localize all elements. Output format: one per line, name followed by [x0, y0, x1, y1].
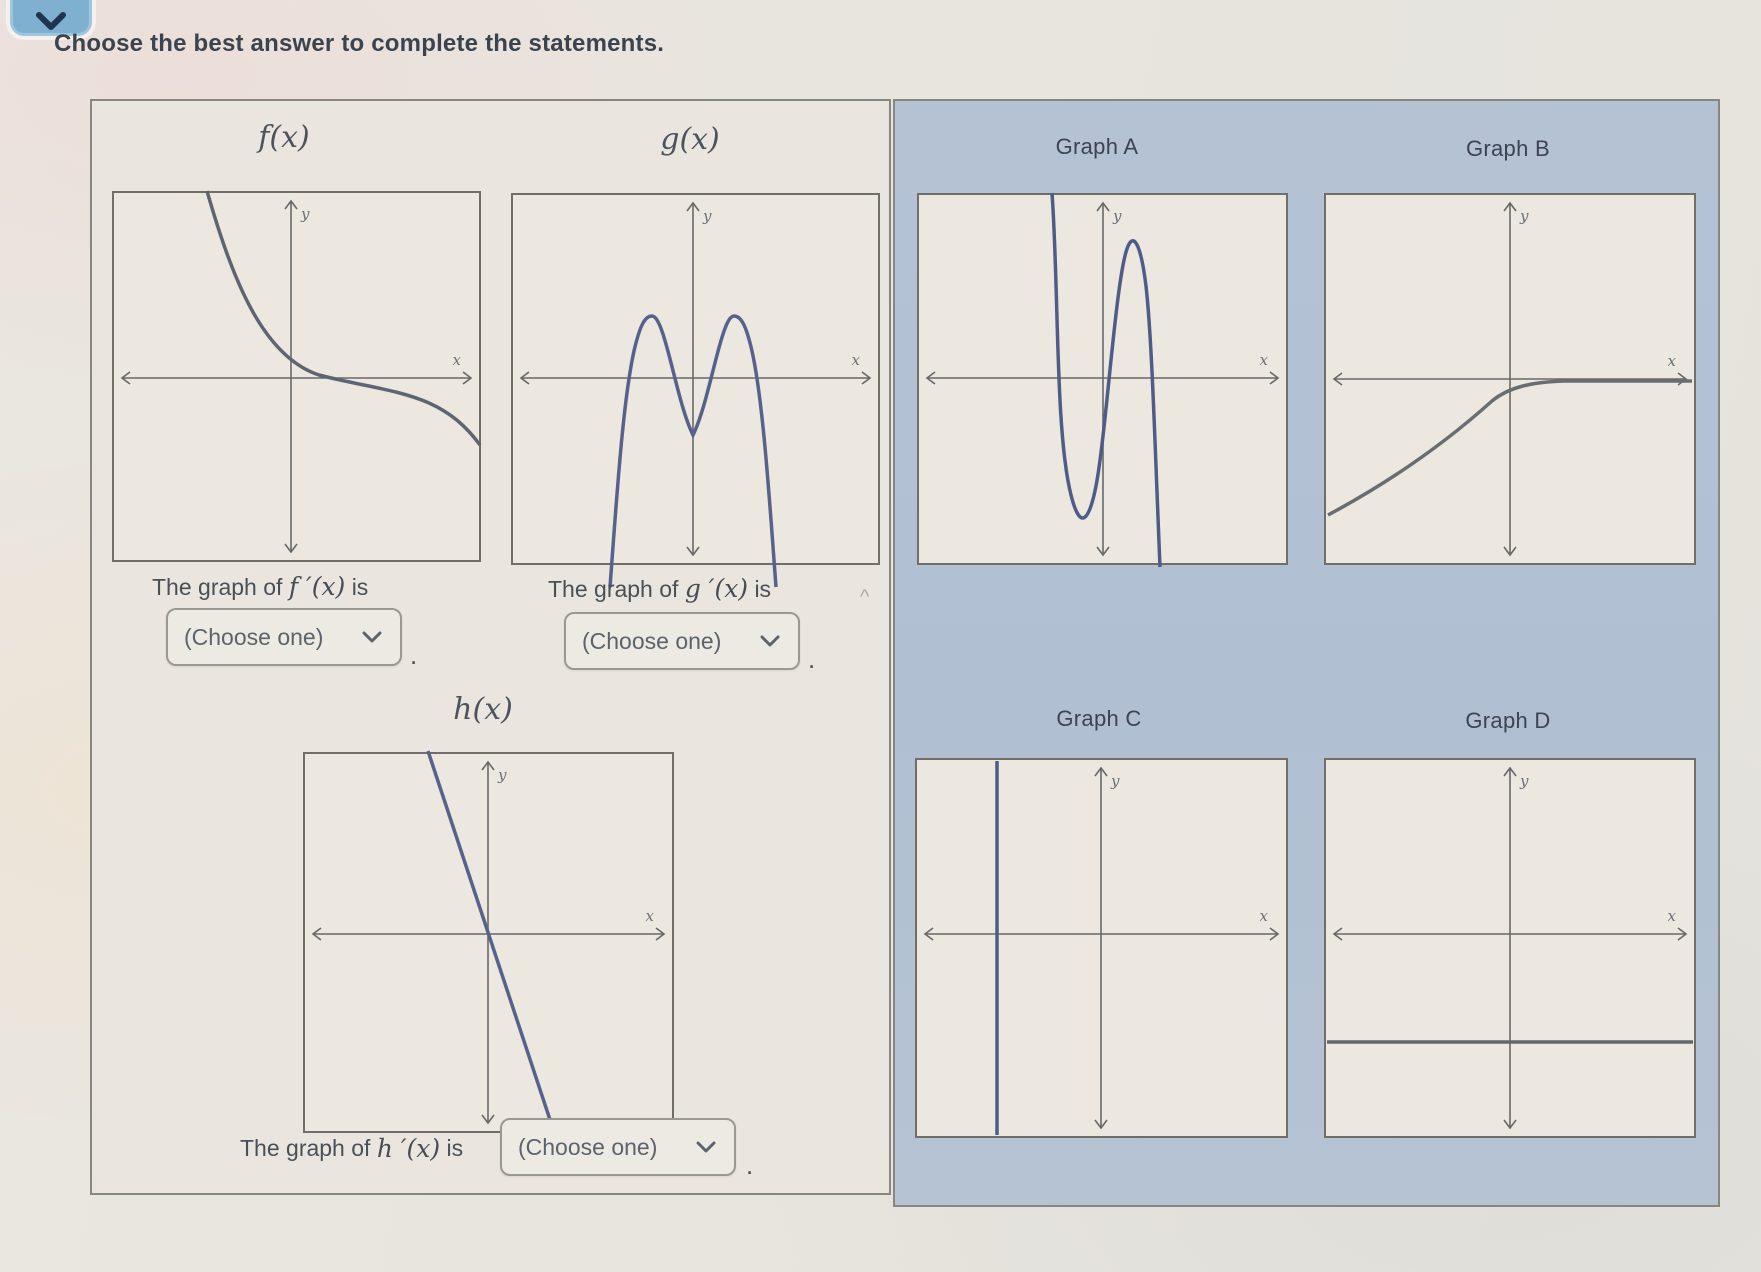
- y-axis-label: y: [1112, 207, 1122, 225]
- graph-d-label: Graph D: [1465, 708, 1551, 733]
- g-prime-statement: The graph of g ′(x) is: [548, 574, 772, 603]
- h-prime-statement: The graph of h ′(x) is: [240, 1134, 464, 1163]
- graph-c-label: Graph C: [1056, 706, 1142, 731]
- x-axis-label: x: [453, 351, 462, 369]
- collapse-chevron-icon[interactable]: [10, 0, 92, 36]
- g-prime-answer-dropdown[interactable]: (Choose one): [564, 612, 800, 670]
- graph-a-label: Graph A: [1055, 134, 1139, 159]
- x-axis-label: x: [1260, 907, 1269, 925]
- y-axis-label: y: [497, 766, 507, 784]
- graph-a-curve: [1050, 192, 1162, 568]
- y-axis-label: y: [702, 207, 712, 225]
- chevron-down-icon: [696, 1141, 716, 1152]
- page-title: Choose the best answer to complete the s…: [54, 30, 665, 57]
- y-axis-label: y: [300, 205, 310, 223]
- graph-b-axes: [1332, 201, 1688, 557]
- g-curve: [608, 314, 778, 588]
- graph-d: x y: [1324, 758, 1696, 1138]
- chevron-down-icon: [36, 12, 66, 30]
- x-axis-label: x: [1668, 352, 1677, 370]
- graph-b: x y: [1324, 193, 1696, 565]
- graph-d-axes: [1332, 766, 1688, 1130]
- x-axis-label: x: [852, 351, 861, 369]
- g-graph-title: g(x): [660, 122, 720, 157]
- f-graph-title: f(x): [258, 120, 310, 155]
- graph-a: x y: [917, 192, 1288, 568]
- chevron-down-icon: [362, 631, 382, 642]
- graph-c: x y: [915, 758, 1288, 1138]
- h-axes: [311, 760, 666, 1125]
- h-curve: [426, 750, 562, 1151]
- y-axis-label: y: [1110, 772, 1120, 790]
- g-graph: x y: [511, 193, 880, 588]
- y-axis-label: y: [1519, 772, 1529, 790]
- graph-a-axes: [925, 201, 1280, 557]
- chevron-down-icon: [760, 635, 780, 646]
- x-axis-label: x: [1668, 907, 1677, 925]
- caret-up-mark: ^: [860, 586, 870, 608]
- graph-b-label: Graph B: [1465, 136, 1551, 161]
- graph-c-axes: [923, 766, 1280, 1130]
- y-axis-label: y: [1519, 207, 1529, 225]
- h-graph-title: h(x): [453, 692, 513, 727]
- f-prime-answer-dropdown[interactable]: (Choose one): [166, 608, 402, 666]
- f-axes: [120, 199, 473, 554]
- h-graph: x y: [303, 750, 674, 1151]
- sentence-period: .: [410, 640, 418, 670]
- h-prime-answer-dropdown[interactable]: (Choose one): [500, 1118, 736, 1176]
- f-graph: x y: [112, 190, 482, 562]
- f-prime-statement: The graph of f ′(x) is: [152, 572, 369, 601]
- sentence-period: .: [746, 1150, 754, 1180]
- sentence-period: .: [808, 644, 816, 674]
- graph-b-curve: [1327, 379, 1692, 517]
- x-axis-label: x: [1260, 351, 1269, 369]
- g-axes: [519, 201, 872, 557]
- x-axis-label: x: [646, 907, 655, 925]
- f-curve: [205, 190, 482, 447]
